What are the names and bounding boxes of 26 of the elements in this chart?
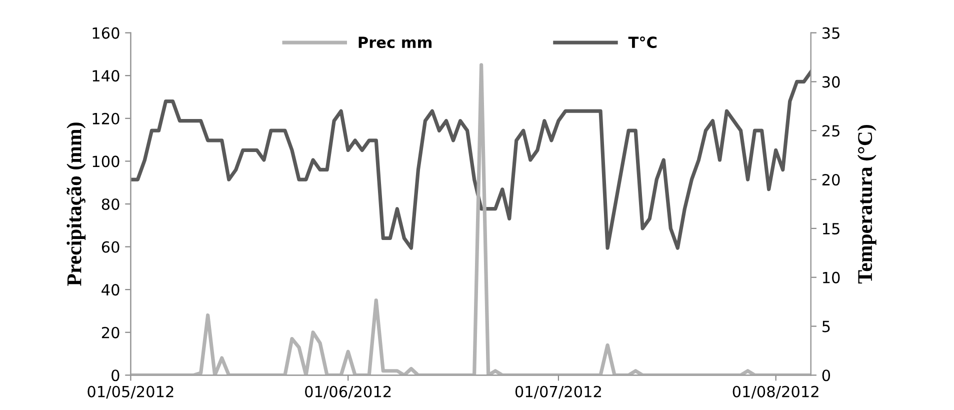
y2-tick-label: 15 (822, 223, 840, 234)
y2-tick-label: 25 (822, 125, 840, 137)
y2-tick-label: 10 (822, 272, 840, 284)
y-tick-label: 80 (102, 198, 120, 210)
line-series (130, 70, 811, 250)
y2-tick-label: 20 (822, 174, 840, 186)
y-tick-label: 40 (102, 284, 120, 296)
y-tick-label: 100 (92, 156, 120, 168)
x-tick-label: 01/05/2012 (88, 386, 174, 399)
y-tick-label: 60 (102, 241, 120, 253)
y-tick-label: 0 (112, 370, 120, 382)
legend-label: T°C (628, 36, 657, 48)
y-tick-label: 120 (92, 112, 120, 124)
y-tick-label: 140 (92, 70, 120, 82)
y2-tick-label: 0 (822, 370, 830, 382)
y2-tick-label: 30 (822, 76, 840, 88)
y-tick-label: 160 (92, 27, 120, 39)
y2-tick-label: 35 (822, 27, 840, 39)
y-tick-label: 20 (102, 326, 120, 338)
x-tick-label: 01/07/2012 (515, 386, 601, 399)
legend-label: Prec mm (358, 36, 432, 48)
y2-axis-title: Temperatura (°C) (857, 125, 876, 284)
x-tick-label: 01/06/2012 (305, 386, 391, 399)
y-axis-title: Precipitação (mm) (66, 122, 86, 286)
x-tick-label: 01/08/2012 (732, 386, 818, 399)
y2-tick-label: 5 (822, 320, 830, 332)
